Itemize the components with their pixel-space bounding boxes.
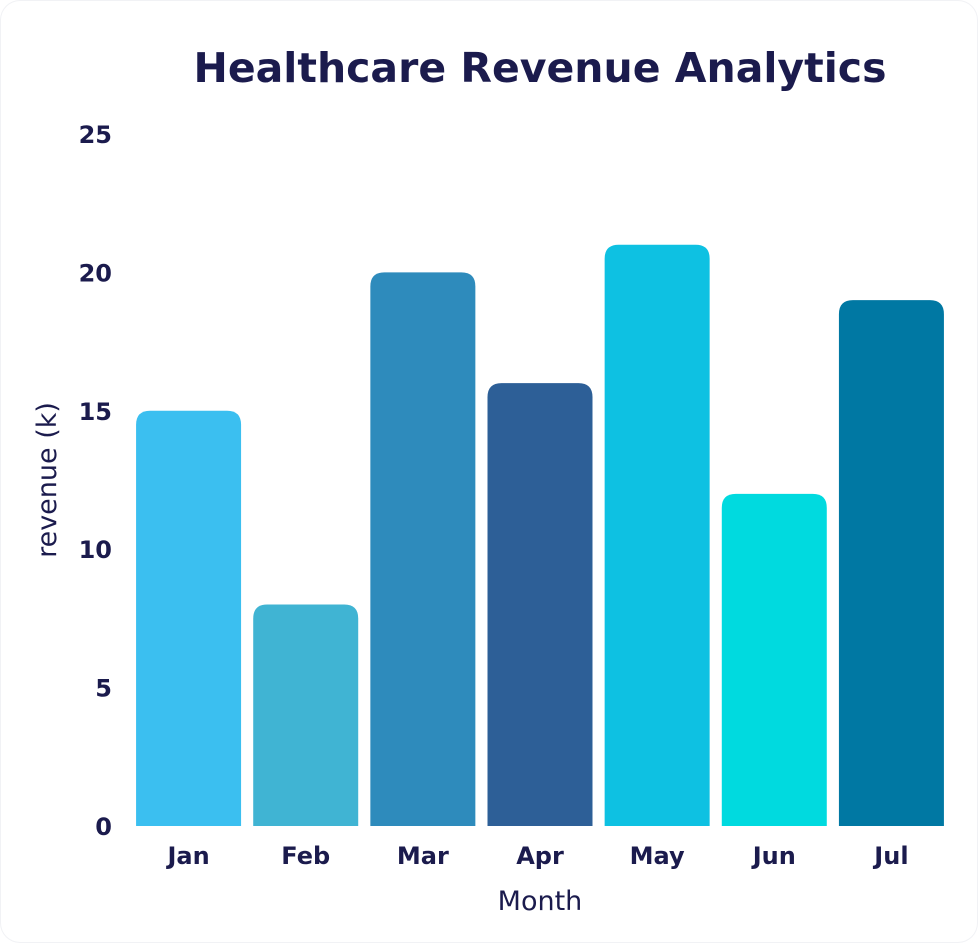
x-tick-label: Mar (397, 842, 449, 870)
chart-title: Healthcare Revenue Analytics (194, 44, 887, 92)
y-tick-label: 15 (79, 398, 112, 426)
x-tick-label: Jul (872, 842, 908, 870)
y-tick-label: 20 (79, 259, 112, 287)
x-tick-label: May (630, 842, 685, 870)
x-tick-label: Feb (281, 842, 330, 870)
y-tick-label: 10 (79, 536, 112, 564)
x-axis-ticks: Jan Feb Mar Apr May Jun Jul (165, 842, 908, 870)
y-tick-label: 25 (79, 121, 112, 149)
x-tick-label: Jan (165, 842, 209, 870)
y-tick-label: 5 (95, 675, 112, 703)
bar-jan (136, 410, 242, 826)
y-axis-label: revenue (k) (32, 402, 63, 558)
bar-jun (721, 493, 827, 826)
bar-apr (487, 383, 593, 826)
y-tick-label: 0 (95, 813, 112, 841)
x-tick-label: Jun (751, 842, 796, 870)
x-tick-label: Apr (516, 842, 564, 870)
bar-jul (838, 300, 944, 827)
bar-feb (253, 604, 359, 826)
bar-may (604, 244, 710, 827)
bar-mar (370, 272, 476, 826)
bars (136, 244, 944, 827)
x-axis-label: Month (498, 886, 583, 917)
y-axis-ticks: 0 5 10 15 20 25 (79, 121, 112, 841)
